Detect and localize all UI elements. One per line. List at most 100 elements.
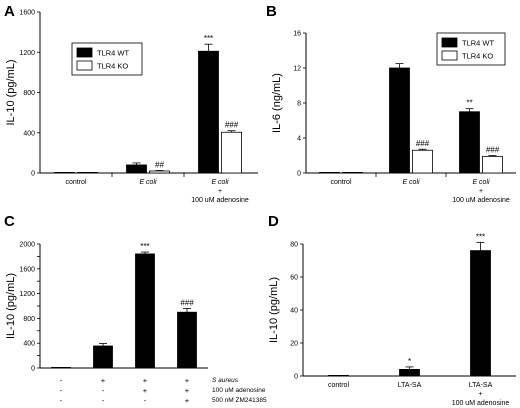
panel-c-condition-sign: + bbox=[143, 376, 148, 385]
panel-a-ylabel: IL-10 (pg/mL) bbox=[5, 59, 17, 125]
panel-c-significance-label: ### bbox=[180, 298, 194, 307]
panel-a-letter: A bbox=[4, 3, 15, 20]
panel-c-condition-row-label: 100 uM adenosine bbox=[212, 387, 266, 394]
panel-c-condition-sign: - bbox=[60, 376, 63, 385]
panel-b-category-label: 100 uM adenosine bbox=[452, 197, 510, 204]
panel-c-condition-row-label: 500 nM ZM241385 bbox=[212, 397, 267, 404]
panel-b-letter: B bbox=[266, 3, 277, 20]
panel-a-ytick-label: 800 bbox=[23, 90, 35, 97]
panel-d-ytick-label: 40 bbox=[290, 308, 298, 315]
panel-d-significance-label: * bbox=[408, 357, 411, 366]
panel-b-ylabel: IL-6 (ng/mL) bbox=[271, 73, 283, 133]
panel-b-ytick-label: 16 bbox=[293, 31, 301, 38]
panel-c-condition-sign: - bbox=[60, 386, 63, 395]
panel-a-bar bbox=[198, 50, 219, 174]
panel-a-category-label: control bbox=[65, 179, 86, 186]
panel-c-ytick-label: 1600 bbox=[19, 266, 35, 273]
panel-c-bar bbox=[177, 311, 197, 369]
panel-a-category-label: E coli bbox=[211, 179, 229, 186]
panel-d-ytick-label: 0 bbox=[294, 374, 298, 381]
panel-a-category-label: 100 uM adenosine bbox=[191, 197, 249, 204]
panel-c-condition-sign: - bbox=[60, 396, 63, 405]
panel-c-ytick-label: 400 bbox=[23, 341, 35, 348]
panel-b-category-label: E coli bbox=[402, 179, 420, 186]
panel-c-bar bbox=[93, 345, 113, 369]
panel-d-bar bbox=[399, 368, 420, 377]
panel-c-condition-sign: - bbox=[102, 386, 105, 395]
panel-a-legend-label: TLR4 KO bbox=[97, 62, 128, 71]
panel-c-ytick-label: 1200 bbox=[19, 291, 35, 298]
panel-b-category-label: + bbox=[479, 188, 483, 195]
panel-d-ytick-label: 80 bbox=[290, 242, 298, 249]
panel-c-ylabel: IL-10 (pg/mL) bbox=[5, 273, 17, 339]
panel-c-condition-sign: - bbox=[102, 396, 105, 405]
panel-c-ytick-label: 0 bbox=[31, 366, 35, 373]
panel-c-ytick-label: 2000 bbox=[19, 242, 35, 249]
panel-a-bar bbox=[77, 171, 98, 174]
panel-d-bar bbox=[470, 250, 491, 377]
panel-d-category-label: 100 uM adenosine bbox=[452, 400, 510, 407]
panel-a-ytick-label: 1200 bbox=[19, 50, 35, 57]
panel-a-category-label: E coli bbox=[139, 179, 157, 186]
panel-c-condition-sign: + bbox=[185, 396, 190, 405]
panel-b-ytick-label: 12 bbox=[293, 66, 301, 73]
panel-a-ytick-label: 1600 bbox=[19, 10, 35, 17]
panel-c-condition-sign: - bbox=[144, 396, 147, 405]
panel-c-bar bbox=[135, 253, 155, 369]
panel-b-bar bbox=[482, 155, 503, 174]
panel-d-category-label: control bbox=[328, 382, 349, 389]
panel-b-legend-swatch bbox=[441, 50, 458, 61]
panel-c-condition-sign: + bbox=[185, 386, 190, 395]
panel-d-ytick-label: 20 bbox=[290, 341, 298, 348]
panel-c-condition-sign: + bbox=[185, 376, 190, 385]
panel-c-condition-row-label: S aureus bbox=[212, 377, 239, 384]
panel-b-bar bbox=[319, 171, 340, 174]
panel-d-category-label: LTA-SA bbox=[398, 382, 422, 389]
panel-c-ytick-label: 800 bbox=[23, 316, 35, 323]
panel-a-category-label: + bbox=[218, 188, 222, 195]
panel-b-significance-label: ### bbox=[486, 146, 500, 155]
panel-b-ytick-label: 4 bbox=[297, 136, 301, 143]
panel-b-ytick-label: 0 bbox=[297, 171, 301, 178]
panel-b-significance-label: ** bbox=[466, 99, 472, 108]
panel-d-category-label: LTA-SA bbox=[469, 382, 493, 389]
panel-a-significance-label: *** bbox=[204, 34, 213, 43]
panel-a-ytick-label: 400 bbox=[23, 130, 35, 137]
panel-b-significance-label: ### bbox=[416, 139, 430, 148]
panel-d-significance-label: *** bbox=[476, 232, 485, 241]
panel-c: C 0 400 800 1200 1600 2000 IL-10 (pg/mL) *** ### -… bbox=[4, 213, 267, 405]
panel-a-bar bbox=[126, 164, 147, 174]
panel-c-letter: C bbox=[4, 213, 15, 230]
panel-a: A 0 400 800 1200 1600 IL-10 (pg/mL) ## *** ### con… bbox=[4, 3, 258, 204]
panel-b-bar bbox=[342, 171, 363, 174]
panel-b-category-label: E coli bbox=[472, 179, 490, 186]
panel-a-legend-label: TLR4 WT bbox=[97, 49, 130, 58]
panel-a-bar bbox=[54, 171, 75, 174]
panel-d-ytick-label: 60 bbox=[290, 275, 298, 282]
panel-c-condition-sign: + bbox=[101, 376, 106, 385]
panel-b-bar bbox=[459, 111, 480, 174]
panel-a-legend-swatch bbox=[76, 60, 93, 71]
panel-b: B 0 4 8 12 16 IL-6 (ng/mL) ### ** ### control E col… bbox=[266, 3, 516, 204]
panel-b-bar bbox=[389, 67, 410, 174]
panel-b-category-label: control bbox=[330, 179, 351, 186]
panel-c-bar bbox=[51, 366, 71, 369]
panel-a-ytick-label: 0 bbox=[31, 171, 35, 178]
panel-b-legend-swatch bbox=[441, 37, 458, 48]
panel-b-ytick-label: 8 bbox=[297, 101, 301, 108]
panel-d-letter: D bbox=[268, 213, 279, 230]
panel-b-legend-label: TLR4 KO bbox=[462, 52, 493, 61]
panel-b-bar bbox=[412, 149, 433, 174]
panel-d-ylabel: IL-10 (pg/mL) bbox=[268, 277, 280, 343]
panel-a-significance-label: ### bbox=[225, 121, 239, 130]
panel-c-significance-label: *** bbox=[140, 242, 149, 251]
panel-d-category-label: + bbox=[478, 391, 482, 398]
panel-a-legend-swatch bbox=[76, 47, 93, 58]
panel-b-legend-label: TLR4 WT bbox=[462, 39, 495, 48]
panel-c-condition-sign: + bbox=[143, 386, 148, 395]
panel-a-bar bbox=[149, 170, 170, 174]
panel-a-bar bbox=[221, 131, 242, 174]
panel-a-significance-label: ## bbox=[155, 160, 164, 169]
